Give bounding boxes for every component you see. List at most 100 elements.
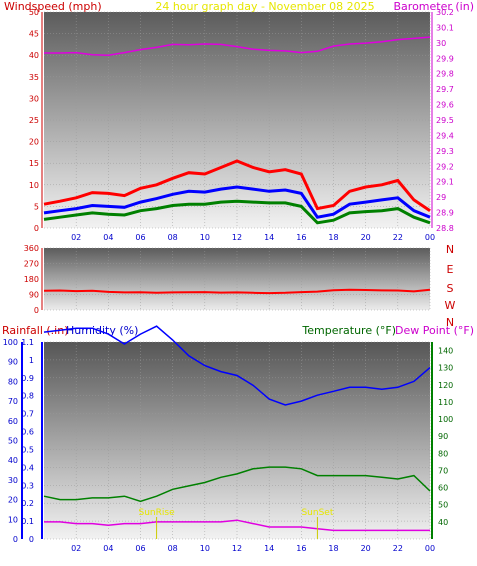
wind-direction-line <box>43 288 431 295</box>
rain-x-tick-label: 10 <box>200 544 210 553</box>
windspeed-tick-label: 50 <box>29 8 39 17</box>
humidity-tick-label: 0 <box>13 535 18 544</box>
rain-tick-label: 1 <box>29 356 34 365</box>
barometer-tick-label: 29.6 <box>436 101 454 110</box>
rain-x-tick-label: 16 <box>296 544 306 553</box>
windspeed-axis-label: Windspeed (mph) <box>4 0 102 13</box>
barometer-tick-label: 28.8 <box>436 224 454 233</box>
direction-tick-label: 90 <box>29 291 39 300</box>
compass-label-n: N <box>446 316 454 329</box>
wind-x-tick-label: 22 <box>393 233 403 242</box>
humidity-tick-label: 50 <box>8 437 18 446</box>
rain-x-tick-label: 00 <box>425 544 435 553</box>
rain-tick-label: 0.7 <box>21 410 34 419</box>
wind-x-tick-label: 04 <box>103 233 113 242</box>
barometer-axis-label: Barometer (in) <box>394 0 475 13</box>
windspeed-tick-label: 15 <box>29 159 39 168</box>
windspeed-tick-label: 35 <box>29 73 39 82</box>
compass-label-n: N <box>446 243 454 256</box>
barometer-tick-label: 29.8 <box>436 70 454 79</box>
windspeed-tick-label: 10 <box>29 181 39 190</box>
wind-x-tick-label: 02 <box>71 233 81 242</box>
rain-x-tick-label: 14 <box>264 544 274 553</box>
dewpoint-line <box>44 519 430 532</box>
rain-tick-label: 0.3 <box>21 481 34 490</box>
rain-x-tick-label: 12 <box>232 544 242 553</box>
wind-x-tick-label: 06 <box>135 233 145 242</box>
barometer-tick-label: 29.9 <box>436 54 454 63</box>
humidity-tick-label: 70 <box>8 397 18 406</box>
temperature-tick-label: 100 <box>438 415 453 424</box>
humidity-axis-label: Humidity (%) <box>66 324 138 337</box>
humidity-tick-label: 100 <box>3 338 18 347</box>
temperature-tick-label: 110 <box>438 398 453 407</box>
direction-tick-label: 0 <box>34 306 39 315</box>
windspeed-tick-label: 20 <box>29 138 39 147</box>
barometer-tick-label: 29.5 <box>436 116 454 125</box>
rain-x-tick-label: 22 <box>393 544 403 553</box>
rain-x-tick-label: 20 <box>361 544 371 553</box>
humidity-tick-label: 40 <box>8 456 18 465</box>
wind-x-tick-label: 16 <box>296 233 306 242</box>
barometer-tick-label: 30.2 <box>436 8 454 17</box>
temperature-tick-label: 60 <box>438 484 448 493</box>
wind-x-tick-label: 18 <box>328 233 338 242</box>
temperature-tick-label: 90 <box>438 432 448 441</box>
windspeed-tick-label: 30 <box>29 94 39 103</box>
barometer-tick-label: 29.3 <box>436 147 454 156</box>
dewpoint-axis-label: Dew Point (°F) <box>395 324 474 337</box>
barometer-tick-label: 29.7 <box>436 85 454 94</box>
rain-tick-label: 0.4 <box>21 463 34 472</box>
wind-gust-line <box>43 159 431 212</box>
direction-tick-label: 180 <box>24 275 39 284</box>
humidity-tick-label: 60 <box>8 417 18 426</box>
humidity-tick-label: 90 <box>8 358 18 367</box>
humidity-line <box>43 325 431 406</box>
rain-x-tick-label: 18 <box>328 544 338 553</box>
temperature-tick-label: 140 <box>438 347 453 356</box>
rainfall-axis-label: Rainfall (.in) <box>2 324 69 337</box>
temperature-tick-label: 80 <box>438 449 448 458</box>
sun-annotation-label: SunSet <box>301 508 333 518</box>
temperature-tick-label: 120 <box>438 381 453 390</box>
windspeed-tick-label: 40 <box>29 51 39 60</box>
wind-x-tick-label: 14 <box>264 233 274 242</box>
barometer-tick-label: 30.1 <box>436 23 454 32</box>
barometer-tick-label: 29.2 <box>436 162 454 171</box>
windspeed-tick-label: 5 <box>34 202 39 211</box>
barometer-tick-label: 30 <box>436 39 446 48</box>
wind-low-line <box>43 199 431 225</box>
wind-x-tick-label: 10 <box>200 233 210 242</box>
rain-tick-label: 0.8 <box>21 392 34 401</box>
rain-tick-label: 0.5 <box>21 445 34 454</box>
series-layer <box>43 36 431 539</box>
wind-x-tick-label: 08 <box>168 233 178 242</box>
rain-panel-background <box>44 342 430 539</box>
temperature-line <box>43 466 431 503</box>
rain-tick-label: 0.1 <box>21 517 34 526</box>
humidity-tick-label: 10 <box>8 515 18 524</box>
windspeed-tick-label: 45 <box>29 30 39 39</box>
direction-tick-label: 360 <box>24 244 39 253</box>
graph-title: 24 hour graph day - November 08 2025 <box>155 0 374 13</box>
rain-tick-label: 0.2 <box>21 499 34 508</box>
rain-x-tick-label: 06 <box>135 544 145 553</box>
rain-x-tick-label: 08 <box>168 544 178 553</box>
rain-tick-label: 0 <box>29 535 34 544</box>
temperature-tick-label: 40 <box>438 518 448 527</box>
rain-x-tick-label: 02 <box>71 544 81 553</box>
windspeed-tick-label: 25 <box>29 116 39 125</box>
direction-tick-label: 270 <box>24 260 39 269</box>
rain-tick-label: 0.9 <box>21 374 34 383</box>
temperature-tick-label: 130 <box>438 364 453 373</box>
barometer-tick-label: 29 <box>436 193 446 202</box>
compass-label-e: E <box>447 263 454 276</box>
temperature-tick-label: 50 <box>438 501 448 510</box>
tick-label-layer: 0510152025303540455028.828.92929.129.229… <box>3 8 456 553</box>
humidity-tick-label: 30 <box>8 476 18 485</box>
barometer-tick-label: 29.4 <box>436 131 454 140</box>
wind-average-line <box>43 185 431 219</box>
barometer-line <box>44 36 431 56</box>
compass-label-s: S <box>447 282 454 295</box>
